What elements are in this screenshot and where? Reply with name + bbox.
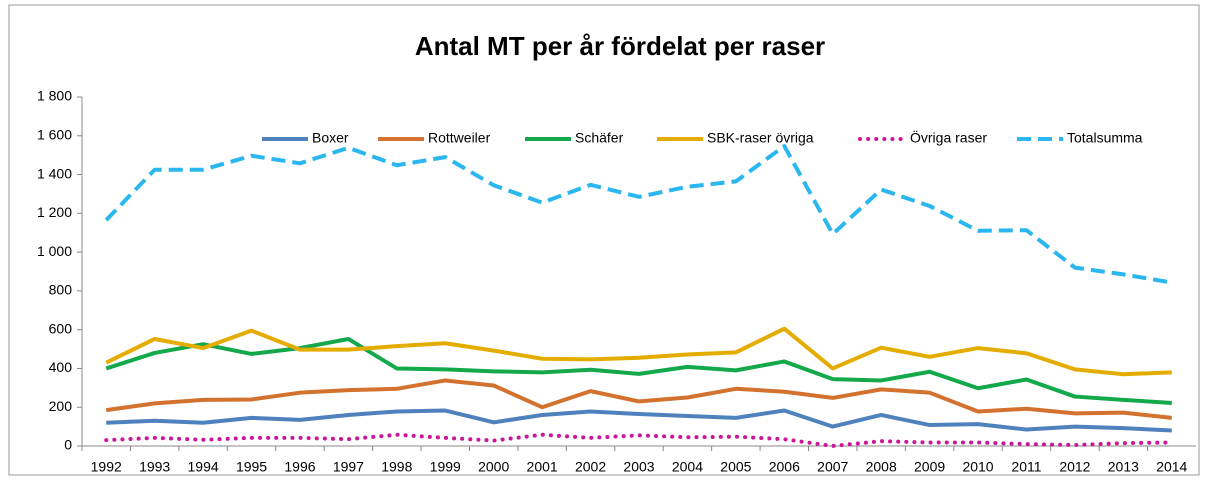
y-tick-label: 400: [49, 359, 73, 375]
x-tick-label: 1997: [333, 459, 364, 475]
y-tick-label: 1 400: [37, 165, 72, 181]
x-tick-label: 2010: [962, 459, 993, 475]
y-tick-label: 0: [64, 437, 72, 453]
y-tick-label: 1 000: [37, 243, 72, 259]
x-tick-label: 2001: [527, 459, 558, 475]
y-tick-label: 600: [49, 320, 73, 336]
legend-label: Övriga raser: [910, 129, 987, 146]
series-line: [104, 432, 1174, 448]
x-tick-label: 2012: [1059, 459, 1090, 475]
y-tick-label: 200: [49, 398, 73, 414]
legend-label: Schäfer: [575, 130, 624, 146]
x-tick-label: 2006: [769, 459, 800, 475]
y-tick-label: 1 200: [37, 204, 72, 220]
legend-label: Boxer: [312, 130, 349, 146]
x-tick-label: 2007: [817, 459, 848, 475]
series-line: [105, 326, 1172, 377]
x-tick-label: 1992: [91, 459, 122, 475]
legend-label: Rottweiler: [428, 130, 491, 146]
x-tick-label: 2000: [478, 459, 509, 475]
x-tick-label: 1999: [430, 459, 461, 475]
legend-label: Totalsumma: [1067, 130, 1143, 146]
x-tick-label: 1998: [381, 459, 412, 475]
chart-title: Antal MT per år fördelat per raser: [415, 31, 825, 61]
y-tick-label: 800: [49, 282, 73, 298]
series-line: [104, 144, 1173, 285]
x-tick-label: 2004: [672, 459, 703, 475]
chart-frame: [8, 4, 1200, 476]
x-tick-label: 1993: [139, 459, 170, 475]
x-tick-label: 2003: [623, 459, 654, 475]
x-tick-label: 2008: [866, 459, 897, 475]
x-tick-label: 1994: [188, 459, 219, 475]
series-line: [106, 408, 1172, 433]
y-tick-label: 1 800: [37, 88, 72, 104]
x-tick-label: 2005: [720, 459, 751, 475]
x-tick-label: 2013: [1108, 459, 1139, 475]
x-tick-label: 1995: [236, 459, 267, 475]
x-tick-label: 2009: [914, 459, 945, 475]
y-tick-label: 1 600: [37, 126, 72, 142]
x-tick-label: 2002: [575, 459, 606, 475]
series-line: [105, 378, 1172, 420]
x-tick-label: 1996: [284, 459, 315, 475]
x-tick-label: 2014: [1156, 459, 1187, 475]
x-tick-label: 2011: [1011, 459, 1041, 475]
legend-label: SBK-raser övriga: [707, 130, 814, 146]
series-line: [105, 336, 1172, 405]
